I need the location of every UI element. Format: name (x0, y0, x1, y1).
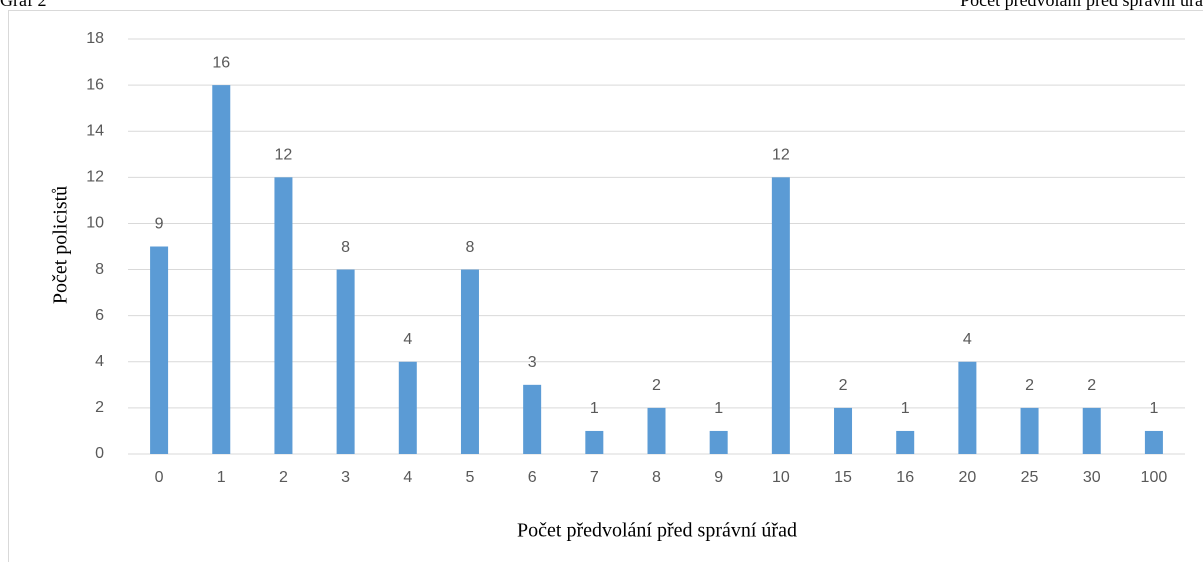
x-tick-label: 15 (834, 469, 852, 486)
data-label: 3 (528, 354, 537, 371)
data-label: 1 (590, 400, 599, 417)
x-axis-title: Počet předvolání před správní úřad (517, 520, 797, 542)
bar (274, 177, 293, 455)
x-tick-label: 8 (652, 469, 661, 486)
bar (647, 407, 666, 454)
x-tick-label: 20 (958, 469, 976, 486)
data-label: 16 (212, 54, 230, 71)
x-tick-label: 3 (341, 469, 350, 486)
data-label: 4 (963, 331, 972, 348)
y-tick-label: 10 (86, 215, 104, 232)
bar (336, 269, 355, 454)
bar (834, 407, 853, 454)
bar (212, 85, 231, 454)
bar (958, 361, 977, 454)
data-label: 1 (1149, 400, 1158, 417)
data-label: 4 (403, 331, 412, 348)
x-tick-label: 10 (772, 469, 790, 486)
y-tick-label: 18 (86, 30, 104, 47)
x-tick-label: 5 (466, 469, 475, 486)
x-tick-label: 1 (217, 469, 226, 486)
x-tick-label: 25 (1021, 469, 1039, 486)
y-axis-title: Počet policistů (50, 186, 72, 304)
bar (1020, 407, 1039, 454)
bar (1144, 430, 1163, 454)
data-label: 8 (341, 239, 350, 256)
data-label: 8 (466, 239, 475, 256)
x-tick-label: 0 (155, 469, 164, 486)
x-tick-label: 6 (528, 469, 537, 486)
x-tick-label: 4 (403, 469, 412, 486)
x-tick-label: 100 (1141, 469, 1168, 486)
data-label: 12 (772, 147, 790, 164)
data-label: 2 (1025, 377, 1034, 394)
bar (398, 361, 417, 454)
data-label: 2 (1087, 377, 1096, 394)
x-tick-label: 2 (279, 469, 288, 486)
bar (523, 384, 542, 454)
y-tick-label: 16 (86, 76, 104, 93)
data-label: 9 (155, 216, 164, 233)
header-left: Graf 2 (0, 0, 46, 10)
x-tick-label: 30 (1083, 469, 1101, 486)
y-tick-label: 14 (86, 122, 104, 139)
bar (1082, 407, 1101, 454)
x-tick-label: 9 (714, 469, 723, 486)
y-tick-label: 2 (95, 399, 104, 416)
bar (771, 177, 790, 455)
header-right: Počet předvolání před správní úřa (960, 0, 1203, 10)
data-label: 1 (714, 400, 723, 417)
data-label: 1 (901, 400, 910, 417)
x-tick-label: 16 (896, 469, 914, 486)
data-label: 2 (652, 377, 661, 394)
y-tick-label: 0 (95, 445, 104, 462)
data-label: 12 (275, 147, 293, 164)
y-tick-label: 6 (95, 307, 104, 324)
bar (460, 269, 479, 454)
bar (709, 430, 728, 454)
y-tick-label: 12 (86, 169, 104, 186)
y-tick-label: 4 (95, 353, 104, 370)
data-label: 2 (839, 377, 848, 394)
bar (896, 430, 915, 454)
y-tick-label: 8 (95, 261, 104, 278)
bar (150, 246, 169, 454)
x-tick-label: 7 (590, 469, 599, 486)
bar (585, 430, 604, 454)
